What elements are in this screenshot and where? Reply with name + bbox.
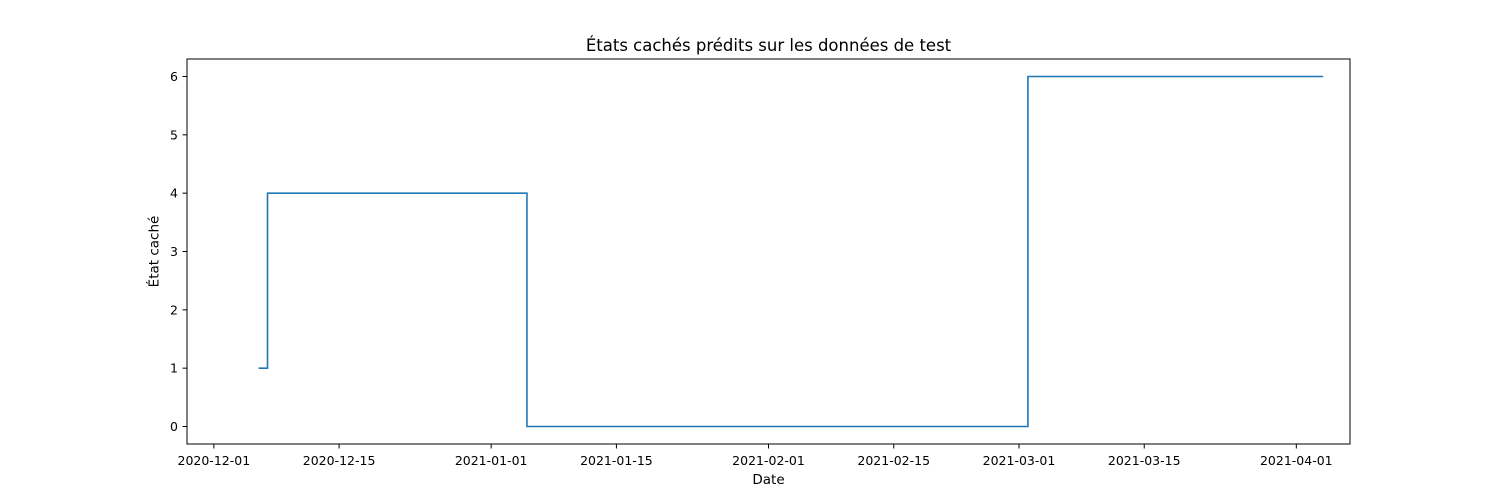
x-axis-ticks: 2020-12-01 2020-12-15 2021-01-01 2021-01-15… <box>178 444 1333 468</box>
chart-title: États cachés prédits sur les données de … <box>586 36 952 55</box>
y-tick-label: 1 <box>170 361 178 376</box>
x-tick-label: 2020-12-15 <box>303 453 376 468</box>
y-tick-label: 2 <box>170 302 178 317</box>
series-line <box>258 75 1324 428</box>
x-tick-label: 2021-02-01 <box>732 453 805 468</box>
x-tick-label: 2021-01-15 <box>580 453 653 468</box>
y-tick-label: 5 <box>170 127 178 142</box>
y-axis-label: État caché <box>146 216 163 288</box>
x-tick-label: 2021-04-01 <box>1260 453 1333 468</box>
y-tick-label: 4 <box>170 186 178 201</box>
y-tick-label: 0 <box>170 419 178 434</box>
x-tick-label: 2020-12-01 <box>178 453 251 468</box>
x-tick-label: 2021-03-01 <box>983 453 1056 468</box>
x-tick-label: 2021-03-15 <box>1108 453 1181 468</box>
y-axis-ticks: 0 1 2 3 4 5 6 <box>170 69 187 434</box>
x-axis-label: Date <box>752 472 784 488</box>
x-tick-label: 2021-01-01 <box>455 453 528 468</box>
x-tick-label: 2021-02-15 <box>857 453 930 468</box>
y-tick-label: 3 <box>170 244 178 259</box>
y-tick-label: 6 <box>170 69 178 84</box>
plot-area <box>258 75 1324 428</box>
